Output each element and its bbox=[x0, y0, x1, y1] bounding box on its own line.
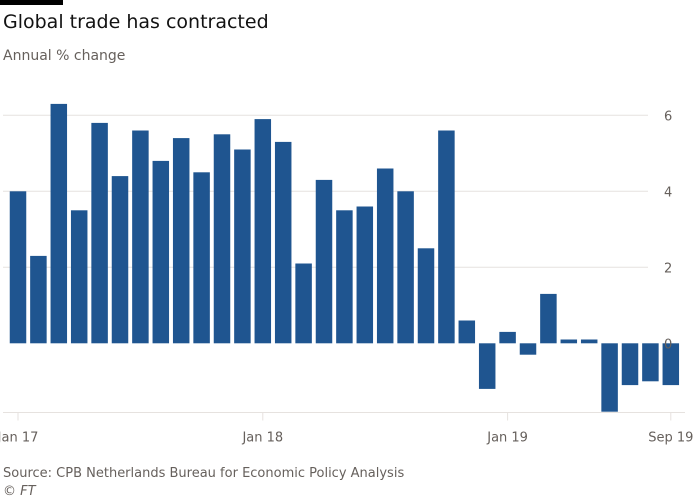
bar-dec-17 bbox=[234, 149, 251, 344]
bar-jun-17 bbox=[111, 176, 129, 344]
bar-feb-17 bbox=[30, 255, 47, 344]
bar-apr-18 bbox=[315, 179, 333, 344]
bar-nov-17 bbox=[213, 134, 231, 344]
bar-jul-18 bbox=[376, 168, 394, 344]
x-tick-label: Jan 17 bbox=[0, 431, 38, 446]
bar-jul-19 bbox=[621, 343, 639, 386]
bar-aug-19 bbox=[642, 343, 659, 382]
copyright-note: © FT bbox=[3, 484, 36, 499]
source-note: Source: CPB Netherlands Bureau for Econo… bbox=[3, 466, 405, 481]
bar-aug-18 bbox=[397, 191, 414, 344]
bars bbox=[9, 103, 680, 412]
bar-feb-19 bbox=[519, 343, 537, 355]
bar-mar-17 bbox=[50, 103, 68, 344]
bar-sep-17 bbox=[172, 138, 190, 344]
bar-jun-19 bbox=[601, 343, 618, 412]
bar-jan-17 bbox=[9, 191, 27, 344]
bar-jan-19 bbox=[499, 331, 516, 344]
bar-jan-18 bbox=[254, 119, 272, 344]
bar-mar-19 bbox=[540, 293, 557, 344]
x-tick-label: Jan 19 bbox=[486, 431, 528, 446]
bar-may-17 bbox=[91, 122, 108, 344]
x-tick-label: Jan 18 bbox=[241, 431, 283, 446]
chart-subtitle: Annual % change bbox=[3, 48, 126, 64]
bar-feb-18 bbox=[274, 141, 292, 344]
bar-mar-18 bbox=[295, 263, 312, 344]
y-axis-ticks: 0 2 4 6 bbox=[664, 109, 672, 352]
y-tick-label: 0 bbox=[664, 337, 672, 352]
y-tick-label: 2 bbox=[664, 261, 672, 276]
bar-dec-18 bbox=[478, 343, 496, 389]
bar-apr-19 bbox=[560, 339, 578, 344]
bar-nov-18 bbox=[458, 320, 476, 344]
bar-apr-17 bbox=[70, 210, 88, 344]
bar-may-18 bbox=[336, 210, 353, 344]
bar-aug-17 bbox=[152, 160, 170, 344]
x-axis-ticks: Jan 17 Jan 18 Jan 19 Sep 19 bbox=[0, 412, 693, 446]
bar-jun-18 bbox=[356, 206, 374, 344]
bar-oct-17 bbox=[193, 172, 210, 344]
y-tick-label: 6 bbox=[664, 109, 672, 124]
bar-sep-18 bbox=[417, 248, 435, 344]
y-tick-label: 4 bbox=[664, 185, 672, 200]
bar-may-19 bbox=[580, 339, 598, 344]
bar-sep-19 bbox=[662, 343, 680, 386]
chart-title: Global trade has contracted bbox=[3, 11, 269, 33]
bar-oct-18 bbox=[438, 130, 455, 344]
ft-brand-bar bbox=[0, 0, 63, 5]
bar-jul-17 bbox=[132, 130, 149, 344]
x-tick-label: Sep 19 bbox=[648, 431, 693, 446]
